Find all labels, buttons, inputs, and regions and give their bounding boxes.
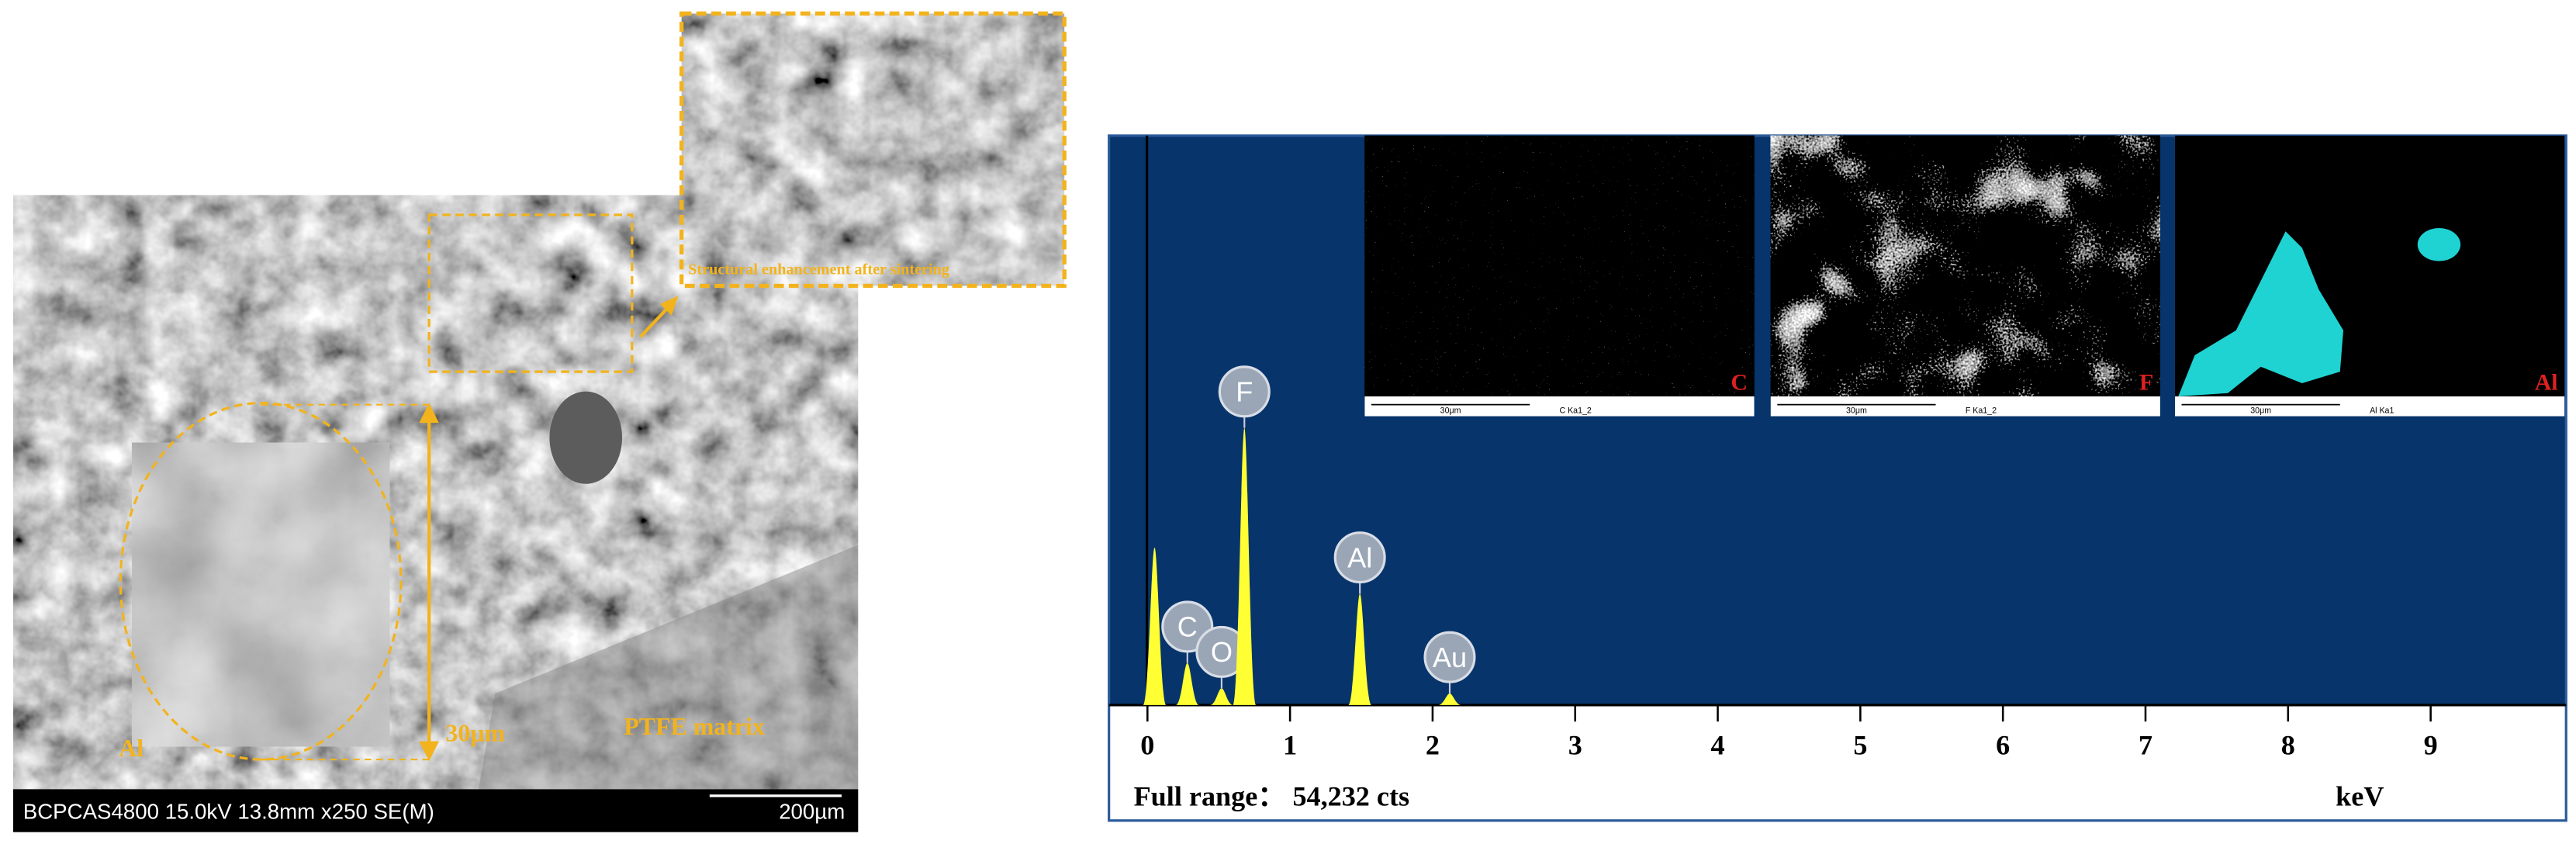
map-scale: 30μm — [1440, 406, 1461, 415]
sem-info: BCPCAS4800 15.0kV 13.8mm x250 SE(M) — [23, 800, 434, 824]
map-texture — [1364, 135, 1755, 397]
peak-label: C — [1177, 611, 1198, 643]
matrix-label: PTFE matrix — [624, 713, 765, 740]
x-axis-label: keV — [2336, 781, 2384, 812]
map-element: F — [2139, 370, 2153, 396]
map-labels: 30μm C Ka1_2 C 30μm F Ka1_2 F 30μm Al Ka1 Al — [1371, 370, 2558, 415]
map-bar — [2175, 396, 2565, 417]
sem-image — [13, 195, 859, 790]
peak-badge — [1218, 365, 1271, 418]
peak — [1175, 662, 1199, 705]
map-element: C — [1731, 370, 1748, 396]
x-tick-label: 6 — [1996, 730, 2010, 761]
inset-texture — [681, 13, 1065, 286]
peak — [1348, 593, 1372, 705]
map-channel: F Ka1_2 — [1966, 406, 1997, 415]
sem-inset — [681, 13, 1065, 286]
peak-label: Au — [1433, 642, 1467, 673]
x-tick-label: 8 — [2281, 730, 2295, 761]
x-tick-label: 3 — [1568, 730, 1582, 761]
x-tick-label: 9 — [2424, 730, 2438, 761]
axis-strip — [1108, 704, 2567, 821]
small-particle — [549, 391, 623, 484]
peak — [1209, 688, 1233, 705]
map-scale: 30μm — [2250, 406, 2271, 415]
map-channel: C Ka1_2 — [1559, 406, 1591, 415]
map-element: Al — [2535, 370, 2558, 396]
size-label: 30μm — [445, 720, 505, 747]
matrix-plane — [478, 545, 859, 790]
x-tick-label: 1 — [1283, 730, 1297, 761]
al-particle — [132, 442, 390, 747]
x-tick-label: 7 — [2139, 730, 2152, 761]
al-region — [2178, 231, 2344, 397]
peak-badge — [1423, 631, 1476, 683]
map-al — [2175, 135, 2565, 417]
roi-box — [427, 213, 634, 373]
peak — [1143, 547, 1167, 705]
map-scale: 30μm — [1846, 406, 1867, 415]
map-bar — [1770, 396, 2160, 417]
peak — [1438, 693, 1461, 705]
inset-arrow — [638, 306, 670, 338]
x-tick-label: 4 — [1711, 730, 1725, 761]
al-region — [2417, 228, 2461, 261]
x-tick-label: 2 — [1426, 730, 1440, 761]
map-f — [1770, 135, 2160, 417]
peak-label: O — [1211, 636, 1233, 668]
inset-caption: Structural enhancement after sintering — [688, 261, 949, 278]
peak-badge — [1333, 531, 1386, 584]
inset-border — [679, 11, 1067, 289]
peak-label: F — [1236, 376, 1253, 408]
inset-arrow-head — [659, 296, 679, 316]
map-channel: Al Ka1 — [2370, 406, 2394, 415]
x-tick-label: 5 — [1853, 730, 1867, 761]
x-tick-label: 0 — [1140, 730, 1154, 761]
map-bar — [1364, 396, 1755, 417]
sem-scale: 200µm — [779, 800, 845, 824]
peak-label: Al — [1347, 541, 1372, 573]
full-range: Full range： 54,232 cts — [1134, 781, 1410, 812]
particle-label: Al — [119, 735, 143, 762]
map-c — [1364, 135, 1755, 417]
map-texture — [1770, 135, 2160, 397]
peak — [1233, 427, 1257, 705]
